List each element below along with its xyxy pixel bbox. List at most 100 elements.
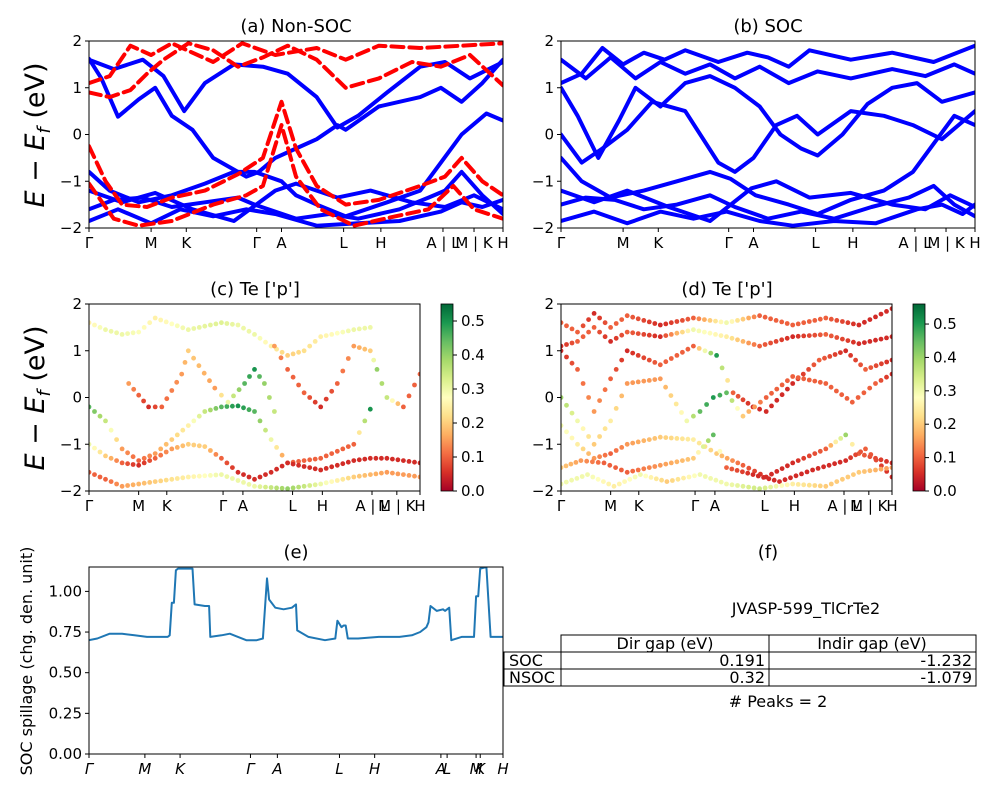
projection-point <box>810 467 815 473</box>
projection-point <box>613 448 619 453</box>
projection-point <box>230 465 235 470</box>
projection-point <box>804 469 810 475</box>
projection-point <box>719 453 725 459</box>
projection-point <box>202 473 208 479</box>
projection-point <box>740 413 746 419</box>
projection-point <box>374 367 380 372</box>
projection-point <box>119 446 125 452</box>
projection-point <box>191 442 197 448</box>
projection-point <box>290 351 296 357</box>
projection-point <box>613 406 619 411</box>
projection-point <box>674 459 680 465</box>
projection-point <box>884 359 890 365</box>
projection-point <box>274 466 279 472</box>
projection-point <box>114 437 119 442</box>
projection-point <box>340 476 346 482</box>
projection-point <box>632 474 638 480</box>
projection-point <box>889 371 892 377</box>
projection-point <box>817 448 823 454</box>
projection-point <box>680 436 685 442</box>
projection-point <box>580 426 586 432</box>
pa-xtick-label: A <box>276 234 287 252</box>
projection-point <box>318 455 324 461</box>
projection-point <box>246 328 252 334</box>
projection-point <box>219 455 224 461</box>
panel-c-colorbar: 0.5 0.4 0.3 0.2 0.1 0.0 <box>440 303 485 500</box>
projection-point <box>213 472 219 478</box>
cbc-bar <box>440 303 454 492</box>
projection-point <box>663 435 669 440</box>
projection-point <box>740 339 746 344</box>
projection-point <box>136 392 142 398</box>
projection-point <box>169 388 175 393</box>
projection-point <box>700 444 706 449</box>
projection-point <box>235 322 241 328</box>
projection-point <box>318 404 324 410</box>
projection-point <box>92 472 97 477</box>
projection-point <box>884 374 889 380</box>
projection-point <box>169 476 175 482</box>
band-ylabel-bottom: E − Ef (eV) <box>20 326 55 471</box>
projection-point <box>834 318 840 323</box>
projection-point <box>801 455 807 461</box>
projection-point <box>630 380 636 386</box>
projection-point <box>334 381 340 386</box>
projection-point <box>390 398 395 403</box>
projection-point <box>323 480 329 486</box>
projection-point <box>224 404 230 409</box>
projection-point <box>279 485 285 491</box>
projection-point <box>833 439 839 445</box>
projection-point <box>597 315 602 321</box>
projection-point <box>685 457 691 462</box>
cbc-tick-label: 0.2 <box>461 414 485 432</box>
projection-point <box>790 334 796 340</box>
projection-point <box>285 486 290 491</box>
projection-point <box>823 332 829 337</box>
projection-point <box>561 348 564 354</box>
projection-point <box>652 321 658 326</box>
projection-point <box>668 460 674 466</box>
projection-point <box>790 481 796 487</box>
projection-point <box>219 392 224 398</box>
projection-point <box>401 404 406 410</box>
pa-xtick-label: H <box>497 234 508 252</box>
projection-point <box>307 483 313 488</box>
projection-point <box>724 455 730 461</box>
pd-points <box>561 306 892 491</box>
projection-point <box>784 321 790 326</box>
pc-xtick-label: K <box>162 497 173 515</box>
gap-table: Dir gap (eV) Indir gap (eV) SOC 0.191 -1… <box>503 634 977 687</box>
projection-point <box>207 378 212 384</box>
pa-ytick-label: 0 <box>72 126 82 144</box>
projection-point <box>751 314 757 320</box>
projection-point <box>785 378 790 384</box>
projection-point <box>685 328 691 334</box>
projection-point <box>585 472 590 477</box>
projection-point <box>329 479 335 484</box>
projection-point <box>225 399 231 405</box>
band-line <box>89 99 503 209</box>
projection-point <box>174 432 180 438</box>
projection-point <box>147 320 153 326</box>
projection-point <box>724 465 729 470</box>
projection-point <box>635 353 641 358</box>
projection-point <box>417 371 420 377</box>
projection-point <box>868 452 874 457</box>
projection-point <box>708 447 714 453</box>
pa-ytick-label: 2 <box>72 32 82 50</box>
projection-point <box>652 377 658 382</box>
projection-point <box>697 472 703 477</box>
projection-point <box>208 407 213 413</box>
projection-point <box>763 409 769 414</box>
projection-point <box>174 445 180 450</box>
projection-point <box>575 441 580 447</box>
projection-point <box>873 467 878 473</box>
projection-point <box>884 309 889 314</box>
projection-point <box>602 426 608 432</box>
projection-point <box>180 427 186 433</box>
projection-point <box>691 315 696 321</box>
projection-point <box>838 436 844 441</box>
projection-point <box>224 474 230 479</box>
